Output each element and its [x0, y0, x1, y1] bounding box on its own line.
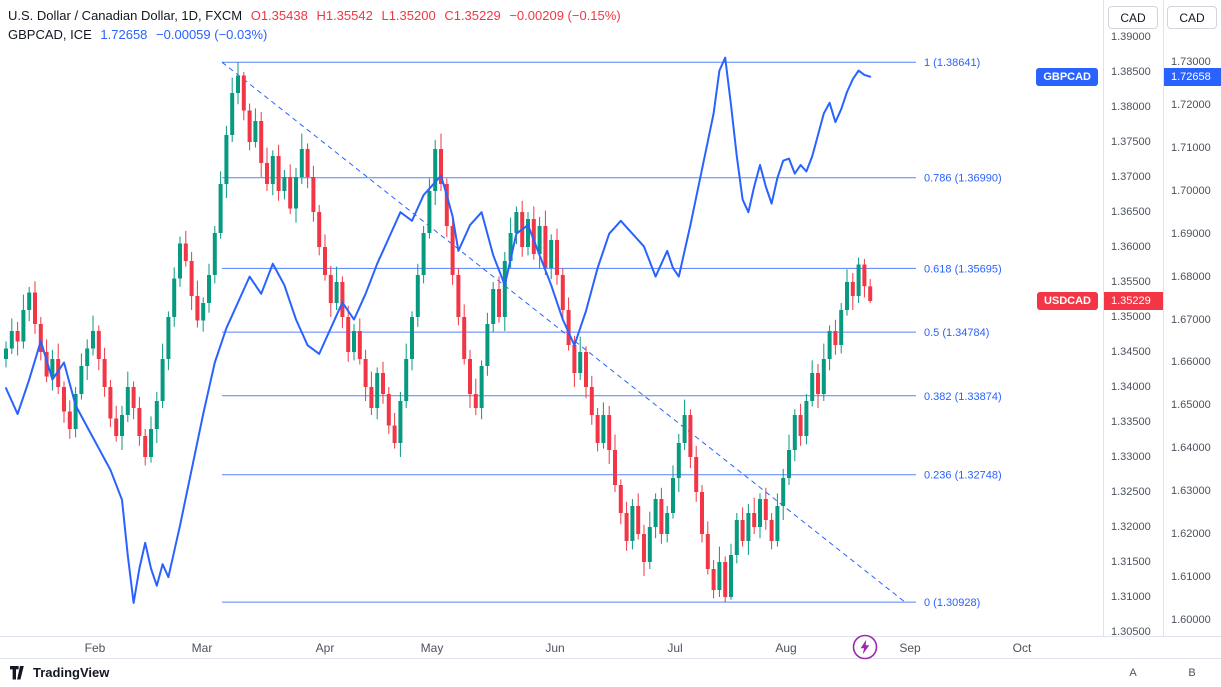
price-tick-label: 1.33000	[1111, 451, 1151, 464]
price-tick-label: 1.73000	[1171, 55, 1211, 68]
usdcad-open-value: O1.35438	[250, 8, 308, 23]
gbpcad-axis-unit-button[interactable]: B	[1188, 667, 1196, 679]
price-tick-label: 1.64000	[1171, 442, 1211, 455]
price-tick-label: 1.65000	[1171, 399, 1211, 412]
fib-base-trendline[interactable]	[221, 61, 906, 603]
chart-canvas[interactable]: 1 (1.38641) 0.786 (1.36990) 0.618 (1.35695…	[0, 0, 1103, 636]
svg-text:0.786 (1.36990): 0.786 (1.36990)	[924, 173, 1002, 185]
time-axis-month-label: Oct	[1012, 641, 1032, 655]
chart-plot-area[interactable]: 1 (1.38641) 0.786 (1.36990) 0.618 (1.35695…	[0, 0, 1103, 636]
usdcad-high-value: H1.35542	[316, 8, 373, 23]
price-tick-label: 1.31500	[1111, 556, 1151, 568]
price-tick-label: 1.35000	[1111, 311, 1151, 324]
time-axis-month-label: Mar	[191, 641, 213, 655]
price-tick-label: 1.63000	[1171, 485, 1211, 498]
usdcad-series-badge[interactable]: USDCAD	[1036, 291, 1098, 310]
time-axis-month-label: Sep	[899, 641, 921, 655]
usdcad-close-value: C1.35229	[444, 8, 501, 23]
time-axis-month-label: May	[420, 641, 444, 655]
gbpcad-symbol-title[interactable]: GBPCAD, ICE	[8, 27, 92, 42]
gbpcad-series-badge[interactable]: GBPCAD	[1036, 67, 1098, 86]
price-tick-label: 1.72000	[1171, 98, 1211, 111]
time-axis-month-label: Jul	[667, 641, 683, 655]
price-tick-label: 1.32500	[1111, 486, 1151, 498]
svg-text:0 (1.30928): 0 (1.30928)	[924, 597, 980, 609]
svg-text:0.618 (1.35695): 0.618 (1.35695)	[924, 263, 1002, 275]
time-axis[interactable]: Feb Mar Apr May Jun Jul Aug Sep Oct	[0, 636, 1221, 658]
tradingview-logo-text: TradingView	[33, 665, 110, 680]
price-axis-gbpcad[interactable]: 1.72658 1.73000 1.72000 1.71000 1.70000 1.69…	[1163, 0, 1221, 636]
time-axis-month-label: Feb	[84, 641, 106, 655]
usdcad-symbol-title[interactable]: U.S. Dollar / Canadian Dollar, 1D, FXCM	[8, 8, 243, 23]
price-tick-label: 1.66000	[1171, 356, 1211, 369]
price-tick-label: 1.37000	[1111, 171, 1151, 184]
price-tick-label: 1.60000	[1171, 614, 1211, 627]
price-tick-label: 1.68000	[1171, 270, 1211, 283]
price-tick-label: 1.32000	[1111, 521, 1151, 533]
price-tick-label: 1.38000	[1111, 101, 1151, 114]
gbpcad-last-price-label: 1.72658	[1164, 67, 1221, 86]
time-axis-month-label: Apr	[315, 641, 335, 655]
time-axis-month-label: Jun	[545, 641, 565, 655]
price-tick-label: 1.33500	[1111, 416, 1151, 429]
price-tick-label: 1.31000	[1111, 591, 1151, 603]
gbpcad-change-value: −0.00059 (−0.03%)	[156, 27, 268, 42]
svg-text:0.236 (1.32748): 0.236 (1.32748)	[924, 470, 1002, 482]
price-tick-label: 1.39000	[1111, 31, 1151, 44]
price-tick-label: 1.36000	[1111, 241, 1151, 254]
usdcad-low-value: L1.35200	[381, 8, 436, 23]
chart-legend: U.S. Dollar / Canadian Dollar, 1D, FXCM …	[8, 6, 626, 44]
legend-row-usdcad[interactable]: U.S. Dollar / Canadian Dollar, 1D, FXCM …	[8, 6, 626, 25]
time-axis-month-label: Aug	[775, 641, 797, 655]
price-tick-label: 1.34500	[1111, 346, 1151, 359]
quick-trade-bolt-button[interactable]	[851, 633, 879, 661]
price-tick-label: 1.61000	[1171, 571, 1211, 584]
svg-text:1 (1.38641): 1 (1.38641)	[924, 57, 980, 69]
usdcad-last-price-label: 1.35229	[1104, 291, 1163, 310]
price-tick-label: 1.62000	[1171, 528, 1211, 541]
gbpcad-line-series[interactable]	[5, 56, 872, 604]
price-tick-label: 1.35500	[1111, 276, 1151, 289]
lightning-bolt-icon	[852, 634, 878, 660]
legend-row-gbpcad[interactable]: GBPCAD, ICE 1.72658 −0.00059 (−0.03%)	[8, 25, 626, 44]
usdcad-currency-unit-button[interactable]: CAD	[1108, 6, 1158, 29]
tradingview-logo-icon	[10, 665, 24, 679]
price-tick-label: 1.71000	[1171, 141, 1211, 154]
price-axis-usdcad[interactable]: 1.35229 1.39000 1.38500 1.38000 1.37500 1.37…	[1103, 0, 1163, 638]
price-tick-label: 1.37500	[1111, 136, 1151, 149]
price-tick-label: 1.36500	[1111, 206, 1151, 219]
price-tick-label: 1.34000	[1111, 381, 1151, 394]
tradingview-logo[interactable]: TradingView	[10, 665, 109, 680]
price-tick-label: 1.38500	[1111, 66, 1151, 79]
gbpcad-price-value: 1.72658	[100, 27, 148, 42]
price-tick-label: 1.70000	[1171, 184, 1211, 197]
price-tick-label: 1.67000	[1171, 313, 1211, 326]
fib-retracement-levels[interactable]: 1 (1.38641) 0.786 (1.36990) 0.618 (1.35695…	[222, 57, 1002, 609]
svg-text:0.382 (1.33874): 0.382 (1.33874)	[924, 391, 1002, 403]
gbpcad-currency-unit-button[interactable]: CAD	[1167, 6, 1217, 29]
price-tick-label: 1.30500	[1111, 626, 1151, 638]
svg-text:0.5 (1.34784): 0.5 (1.34784)	[924, 327, 989, 339]
footer-bar: TradingView A B	[0, 658, 1221, 687]
price-tick-label: 1.69000	[1171, 227, 1211, 240]
usdcad-candlestick-series[interactable]	[4, 62, 873, 603]
usdcad-axis-unit-button[interactable]: A	[1129, 667, 1137, 679]
usdcad-change-value: −0.00209 (−0.15%)	[509, 8, 621, 23]
